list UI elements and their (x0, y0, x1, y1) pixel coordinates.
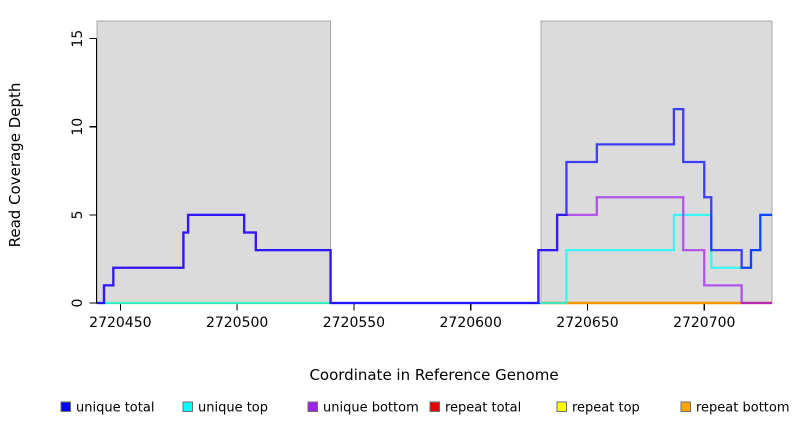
shaded-regions (96, 20, 773, 304)
legend: unique total unique top unique bottom repea… (60, 401, 790, 416)
legend-swatch-repeat-bottom (680, 401, 691, 412)
x-tick-label: 2720700 (673, 315, 735, 331)
legend-swatch-unique-top (182, 401, 193, 412)
x-tick-label: 2720450 (89, 315, 151, 331)
legend-label-repeat-bottom: repeat bottom (696, 401, 790, 416)
legend-label-repeat-total: repeat total (445, 401, 521, 416)
legend-label-unique-bottom: unique bottom (323, 401, 419, 416)
series-lines (97, 107, 772, 305)
y-tick-label: 0 (70, 299, 86, 308)
y-tick-label: 5 (70, 210, 86, 219)
x-tick-label: 2720500 (206, 315, 268, 331)
series-line-unique-total (97, 107, 772, 305)
legend-label-repeat-top: repeat top (572, 401, 640, 416)
legend-swatch-unique-bottom (307, 401, 318, 412)
y-axis-title: Read Coverage Depth (6, 83, 24, 248)
legend-swatch-repeat-total (429, 401, 440, 412)
x-tick-label: 2720550 (323, 315, 385, 331)
y-tick-label: 15 (70, 30, 86, 48)
x-tick-label: 2720650 (556, 315, 618, 331)
legend-label-unique-top: unique top (198, 401, 268, 416)
legend-label-unique-total: unique total (76, 401, 154, 416)
y-tick-label: 10 (70, 118, 86, 136)
x-tick-label: 2720600 (440, 315, 502, 331)
legend-swatch-unique-total (60, 401, 71, 412)
x-axis-title: Coordinate in Reference Genome (309, 366, 558, 384)
left-shaded-region (96, 20, 332, 304)
legend-swatch-repeat-top (556, 401, 567, 412)
